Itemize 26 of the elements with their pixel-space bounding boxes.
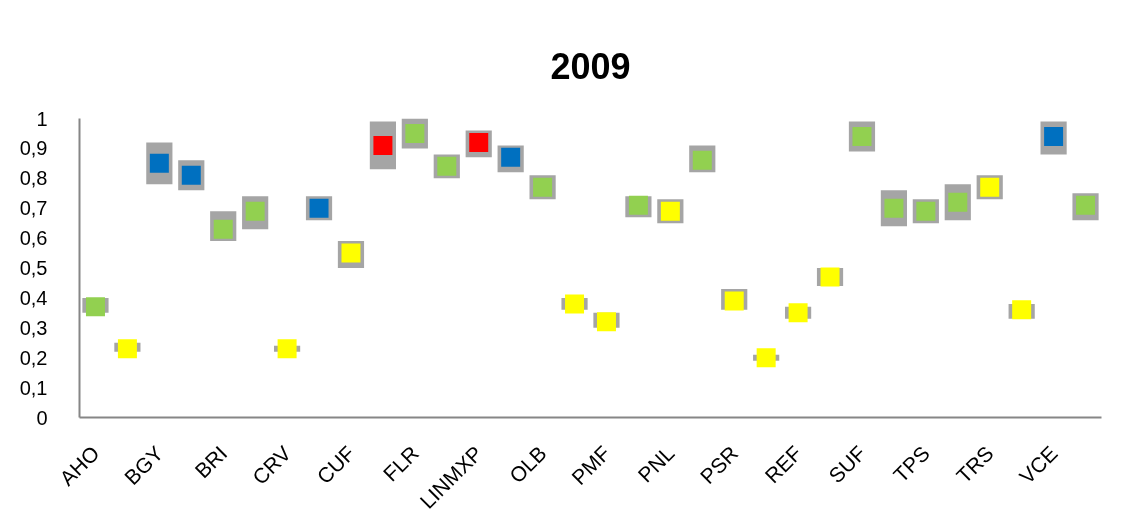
x-tick-label: TRS	[951, 441, 998, 488]
point	[596, 312, 616, 332]
y-tick-label: 0,1	[19, 376, 48, 399]
x-tick-label: PNL	[633, 441, 679, 487]
chart-title: 2009	[550, 45, 631, 87]
point	[1012, 300, 1032, 320]
point	[117, 339, 137, 359]
y-tick-label: 0,6	[19, 227, 48, 250]
y-tick-label: 0,7	[19, 197, 48, 220]
point	[756, 348, 776, 368]
y-tick-label: 1	[36, 107, 48, 130]
x-tick-label: OLB	[504, 441, 551, 488]
point	[277, 339, 297, 359]
x-tick-label: FLR	[378, 441, 423, 486]
y-tick-label: 0	[36, 406, 48, 429]
y-tick-label: 0,9	[19, 137, 48, 160]
y-tick-label: 0,4	[19, 286, 48, 309]
y-tick-label: 0,5	[19, 257, 48, 279]
y-tick-label: 0,8	[19, 167, 48, 190]
x-tick-label: BRI	[190, 441, 232, 483]
y-tick-label: 0,3	[19, 316, 48, 339]
point	[565, 294, 585, 314]
y-tick-label: 0,2	[19, 346, 48, 369]
point	[85, 297, 105, 317]
point	[788, 303, 808, 323]
x-tick-label: TPS	[888, 441, 934, 487]
